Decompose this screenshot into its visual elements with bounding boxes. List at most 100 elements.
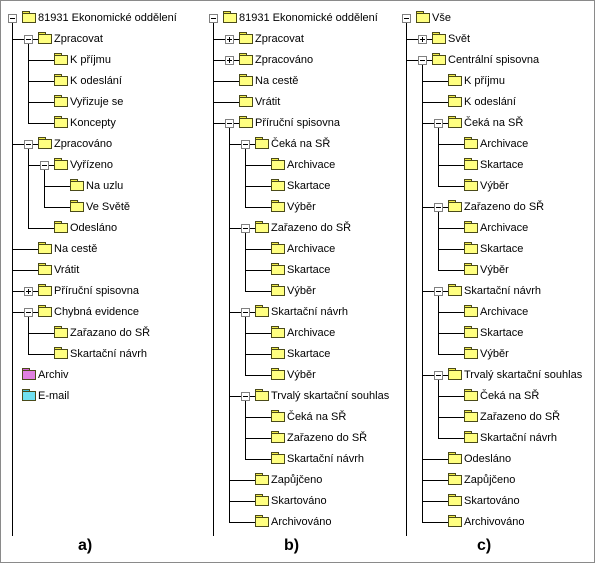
tree-node-ceka-na-sr[interactable]: Čeká na SŘ: [397, 114, 592, 132]
tree-node-k-prijmu[interactable]: K příjmu: [3, 51, 198, 69]
collapse-minus-icon[interactable]: [241, 140, 250, 149]
collapse-minus-icon[interactable]: [434, 203, 443, 212]
tree-node-zapujceno[interactable]: Zapůjčeno: [204, 471, 399, 489]
tree-node-skartovano[interactable]: Skartováno: [397, 492, 592, 510]
tree-node-skartacni-navrh[interactable]: Skartační návrh: [397, 282, 592, 300]
tree-node-k-odeslani[interactable]: K odeslání: [3, 72, 198, 90]
tree-node-archivace[interactable]: Archivace: [204, 324, 399, 342]
tree-node-centralni-spisovna[interactable]: Centrální spisovna: [397, 51, 592, 69]
collapse-minus-icon[interactable]: [241, 392, 250, 401]
folder-icon: [448, 116, 462, 128]
tree-node-trvaly-skartacni-souhlas[interactable]: Trvalý skartační souhlas: [204, 387, 399, 405]
tree-node-vyber[interactable]: Výběr: [204, 198, 399, 216]
tree-node-odeslano[interactable]: Odesláno: [3, 219, 198, 237]
tree-node-skartace[interactable]: Skartace: [204, 261, 399, 279]
tree-node-skartacni-navrh[interactable]: Skartační návrh: [397, 429, 592, 447]
tree-node-na-ceste[interactable]: Na cestě: [204, 72, 399, 90]
tree-node-zapujceno[interactable]: Zapůjčeno: [397, 471, 592, 489]
collapse-minus-icon[interactable]: [40, 161, 49, 170]
tree-node-na-uzlu[interactable]: Na uzlu: [3, 177, 198, 195]
tree-node-label: Archivace: [480, 222, 529, 234]
expand-plus-icon[interactable]: [24, 287, 33, 296]
folder-icon: [464, 137, 478, 149]
tree-node-prirucni-spisovna[interactable]: Příruční spisovna: [3, 282, 198, 300]
tree-node-archivovano[interactable]: Archivováno: [397, 513, 592, 531]
tree-node-vratit[interactable]: Vrátit: [3, 261, 198, 279]
tree-node-vyber[interactable]: Výběr: [204, 366, 399, 384]
expand-plus-icon[interactable]: [418, 35, 427, 44]
tree-node-k-prijmu[interactable]: K příjmu: [397, 72, 592, 90]
collapse-minus-icon[interactable]: [434, 371, 443, 380]
tree-node-81931-ekonomicke-oddeleni[interactable]: 81931 Ekonomické oddělení: [3, 9, 198, 27]
tree-node-skartacni-navrh[interactable]: Skartační návrh: [3, 345, 198, 363]
tree-node-koncepty[interactable]: Koncepty: [3, 114, 198, 132]
collapse-minus-icon[interactable]: [434, 287, 443, 296]
tree-node-archivace[interactable]: Archivace: [397, 135, 592, 153]
tree-node-zarazeno-do-sr[interactable]: Zařazeno do SŘ: [397, 408, 592, 426]
tree-node-svet[interactable]: Svět: [397, 30, 592, 48]
tree-node-skartacni-navrh[interactable]: Skartační návrh: [204, 450, 399, 468]
tree-branch-line: [229, 522, 255, 523]
tree-node-label: Zařazeno do SŘ: [271, 222, 352, 234]
tree-node-zarazeno-do-sr[interactable]: Zařazeno do SŘ: [204, 429, 399, 447]
tree-node-zpracovano[interactable]: Zpracováno: [3, 135, 198, 153]
tree-node-ve-svete[interactable]: Ve Světě: [3, 198, 198, 216]
tree-node-zpracovano[interactable]: Zpracováno: [204, 51, 399, 69]
collapse-minus-icon[interactable]: [418, 56, 427, 65]
expand-plus-icon[interactable]: [225, 35, 234, 44]
tree-node-vratit[interactable]: Vrátit: [204, 93, 399, 111]
tree-node-vyber[interactable]: Výběr: [397, 261, 592, 279]
tree-node-na-ceste[interactable]: Na cestě: [3, 240, 198, 258]
tree-node-vyrizuje-se[interactable]: Vyřizuje se: [3, 93, 198, 111]
tree-node-zarazano-do-sr[interactable]: Zařazano do SŘ: [3, 324, 198, 342]
tree-node-label: Svět: [448, 33, 471, 45]
collapse-minus-icon[interactable]: [434, 119, 443, 128]
collapse-minus-icon[interactable]: [225, 119, 234, 128]
tree-node-archivovano[interactable]: Archivováno: [204, 513, 399, 531]
tree-node-ceka-na-sr[interactable]: Čeká na SŘ: [204, 408, 399, 426]
collapse-minus-icon[interactable]: [24, 35, 33, 44]
tree-node-archivace[interactable]: Archivace: [204, 156, 399, 174]
tree-node-e-mail[interactable]: E-mail: [3, 387, 198, 405]
tree-node-label: Výběr: [480, 264, 509, 276]
tree-node-archivace[interactable]: Archivace: [397, 303, 592, 321]
collapse-minus-icon[interactable]: [402, 14, 411, 23]
tree-node-skartace[interactable]: Skartace: [204, 177, 399, 195]
tree-node-zarazeno-do-sr[interactable]: Zařazeno do SŘ: [397, 198, 592, 216]
tree-node-vyrizeno[interactable]: Vyřízeno: [3, 156, 198, 174]
collapse-minus-icon[interactable]: [24, 308, 33, 317]
tree-node-k-odeslani[interactable]: K odeslání: [397, 93, 592, 111]
tree-node-prirucni-spisovna[interactable]: Příruční spisovna: [204, 114, 399, 132]
expand-plus-icon[interactable]: [225, 56, 234, 65]
tree-node-skartace[interactable]: Skartace: [397, 324, 592, 342]
tree-node-81931-ekonomicke-oddeleni[interactable]: 81931 Ekonomické oddělení: [204, 9, 399, 27]
tree-node-skartace[interactable]: Skartace: [397, 240, 592, 258]
folder-icon: [464, 347, 478, 359]
tree-node-odeslano[interactable]: Odesláno: [397, 450, 592, 468]
tree-node-ceka-na-sr[interactable]: Čeká na SŘ: [204, 135, 399, 153]
tree-node-archivace[interactable]: Archivace: [204, 240, 399, 258]
collapse-minus-icon[interactable]: [24, 140, 33, 149]
tree-node-vyber[interactable]: Výběr: [397, 177, 592, 195]
tree-node-skartacni-navrh[interactable]: Skartační návrh: [204, 303, 399, 321]
tree-node-vse[interactable]: Vše: [397, 9, 592, 27]
tree-node-trvaly-skartacni-souhlas[interactable]: Trvalý skartační souhlas: [397, 366, 592, 384]
tree-node-vyber[interactable]: Výběr: [204, 282, 399, 300]
tree-node-chybna-evidence[interactable]: Chybná evidence: [3, 303, 198, 321]
tree-node-archivace[interactable]: Archivace: [397, 219, 592, 237]
tree-node-skartovano[interactable]: Skartováno: [204, 492, 399, 510]
tree-node-zarazeno-do-sr[interactable]: Zařazeno do SŘ: [204, 219, 399, 237]
tree-node-skartace[interactable]: Skartace: [204, 345, 399, 363]
folder-icon: [38, 242, 52, 254]
collapse-minus-icon[interactable]: [241, 224, 250, 233]
collapse-minus-icon[interactable]: [209, 14, 218, 23]
collapse-minus-icon[interactable]: [241, 308, 250, 317]
tree-node-vyber[interactable]: Výběr: [397, 345, 592, 363]
tree-node-zpracovat[interactable]: Zpracovat: [3, 30, 198, 48]
tree-node-archiv[interactable]: Archiv: [3, 366, 198, 384]
tree-node-skartace[interactable]: Skartace: [397, 156, 592, 174]
tree-node-zpracovat[interactable]: Zpracovat: [204, 30, 399, 48]
collapse-minus-icon[interactable]: [8, 14, 17, 23]
tree-node-ceka-na-sr[interactable]: Čeká na SŘ: [397, 387, 592, 405]
tree-branch-line: [12, 270, 38, 271]
